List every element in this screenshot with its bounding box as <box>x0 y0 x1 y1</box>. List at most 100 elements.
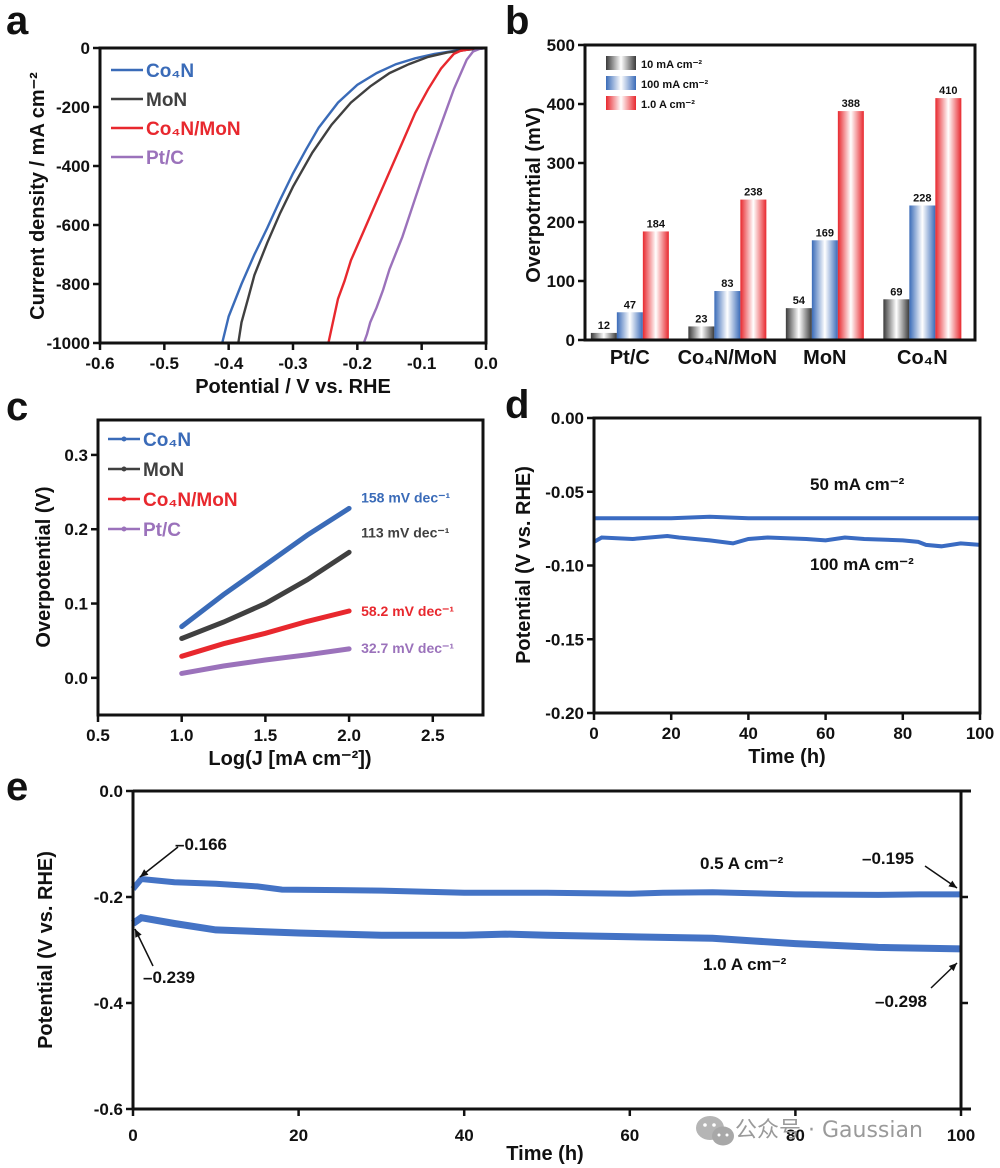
bar <box>616 312 643 340</box>
x-tick-label: 60 <box>620 1126 639 1145</box>
panel-a-lsv-chart: -0.6 -0.5 -0.4 -0.3 -0.2 -0.1 0.0 0 -200 -400 -600… <box>27 39 498 398</box>
bar <box>811 240 838 340</box>
legend-marker <box>121 466 127 472</box>
panel-e-long-stability-chart: 0 20 40 60 80 100 0.0 -0.2 -0.4 -0.6 Time (h) Poten… <box>35 782 975 1165</box>
bar-value-label: 83 <box>721 278 733 290</box>
y-tick-label: 0 <box>566 331 575 350</box>
value-callout: –0.239 <box>143 968 195 987</box>
x-tick-label: 80 <box>786 1126 805 1145</box>
series-line-PtC <box>362 46 487 344</box>
series-line-MoN <box>237 46 487 344</box>
y-tick-label: 400 <box>547 95 575 114</box>
series-line-Co4N_MoN <box>179 608 352 659</box>
y-tick-label: 200 <box>547 213 575 232</box>
x-tick-label: -0.2 <box>343 354 372 373</box>
legend-label: Co₄N <box>143 430 191 451</box>
legend-label: Co₄N <box>146 61 194 82</box>
legend-marker <box>121 526 127 532</box>
y-tick-label: -1000 <box>47 334 90 353</box>
x-tick-label: -0.5 <box>150 354 179 373</box>
watermark-text: 公众号 · Gaussian <box>735 1118 923 1143</box>
bar <box>590 332 617 340</box>
bar-value-label: 169 <box>816 227 834 239</box>
bar <box>714 291 741 340</box>
arrowhead-icon <box>948 963 957 972</box>
current-label-1-0: 1.0 A cm⁻² <box>703 955 787 974</box>
legend-label: 10 mA cm⁻² <box>641 59 702 71</box>
value-callout: –0.195 <box>862 849 914 868</box>
panel-letter-a: a <box>6 0 29 43</box>
x-axis-title: Time (h) <box>506 1143 583 1165</box>
legend-label: 1.0 A cm⁻² <box>641 99 695 111</box>
value-callout: –0.166 <box>175 835 227 854</box>
tafel-slope-label: 32.7 mV dec⁻¹ <box>361 640 454 656</box>
x-category-label: Pt/C <box>610 347 650 369</box>
panel-d-stability-chart: 0 20 40 60 80 100 0.00 -0.05 -0.10 -0.15 -0.20 Time… <box>513 409 994 768</box>
legend-swatch <box>606 56 636 70</box>
stability-line <box>594 514 980 521</box>
y-tick-label: 100 <box>547 272 575 291</box>
bar-value-label: 410 <box>939 85 957 97</box>
panel-letter-e: e <box>6 765 28 809</box>
bar-value-label: 69 <box>890 286 902 298</box>
bar-value-label: 388 <box>842 98 860 110</box>
x-tick-label: 0 <box>589 724 598 743</box>
bar <box>740 199 767 340</box>
bar <box>785 308 812 340</box>
x-tick-label: -0.4 <box>214 354 244 373</box>
y-tick-label: -600 <box>56 216 90 235</box>
x-tick-label: 20 <box>662 724 681 743</box>
bar-value-label: 47 <box>624 299 636 311</box>
tafel-slope-label: 158 mV dec⁻¹ <box>361 489 450 505</box>
series-line-PtC <box>179 646 352 676</box>
y-axis-title: Overpotrntial (mV) <box>523 107 545 283</box>
series-line-Co4N <box>221 46 487 344</box>
y-tick-label: -800 <box>56 275 90 294</box>
series-line-Co4N <box>179 505 352 630</box>
panel-letter-d: d <box>505 383 529 427</box>
plot-frame <box>96 418 485 717</box>
tafel-slope-label: 113 mV dec⁻¹ <box>361 524 450 540</box>
legend-label: MoN <box>143 460 184 481</box>
x-tick-label: 2.0 <box>337 726 361 745</box>
panel-letter-b: b <box>505 0 529 43</box>
y-tick-label: 300 <box>547 154 575 173</box>
x-tick-label: 20 <box>289 1126 308 1145</box>
watermark: 公众号 · Gaussian <box>696 1116 923 1146</box>
y-tick-label: -0.10 <box>545 557 584 576</box>
arrowhead-icon <box>135 929 142 938</box>
x-tick-label: 100 <box>966 724 994 743</box>
current-label-100: 100 mA cm⁻² <box>810 555 914 574</box>
bar <box>688 326 715 340</box>
x-category-label: Co₄N/MoN <box>678 347 778 369</box>
x-category-label: MoN <box>803 347 846 369</box>
y-axis-title: Current density / mA cm⁻² <box>27 72 49 320</box>
bar <box>883 299 910 340</box>
legend-label: Pt/C <box>143 520 181 541</box>
stability-line <box>130 914 962 953</box>
panel-b-overpotential-bar-chart: 12 23 54 69 47 83 169 228 184 238 388 410 0 100 200 300… <box>523 36 977 369</box>
legend-label: Co₄N/MoN <box>143 490 238 511</box>
x-axis-title: Time (h) <box>748 746 825 768</box>
y-tick-label: 0.0 <box>99 782 123 801</box>
y-tick-label: 0.00 <box>551 409 584 428</box>
plot-frame <box>583 43 977 342</box>
legend-label: Pt/C <box>146 148 184 169</box>
current-label-0-5: 0.5 A cm⁻² <box>700 854 784 873</box>
tafel-slope-label: 58.2 mV dec⁻¹ <box>361 603 454 619</box>
bar-value-label: 23 <box>695 313 707 325</box>
bar <box>909 205 936 340</box>
bar <box>935 98 962 340</box>
plot-frame <box>592 416 982 715</box>
x-tick-label: 100 <box>947 1126 975 1145</box>
y-tick-label: -0.05 <box>545 483 584 502</box>
x-tick-label: 40 <box>455 1126 474 1145</box>
stability-line <box>593 533 981 549</box>
value-callout: –0.298 <box>875 992 927 1011</box>
legend-marker <box>121 436 127 442</box>
x-tick-label: -0.3 <box>278 354 307 373</box>
bar-value-label: 228 <box>913 192 931 204</box>
y-tick-label: -0.15 <box>545 630 584 649</box>
bar-value-label: 54 <box>793 295 806 307</box>
x-tick-label: 40 <box>739 724 758 743</box>
